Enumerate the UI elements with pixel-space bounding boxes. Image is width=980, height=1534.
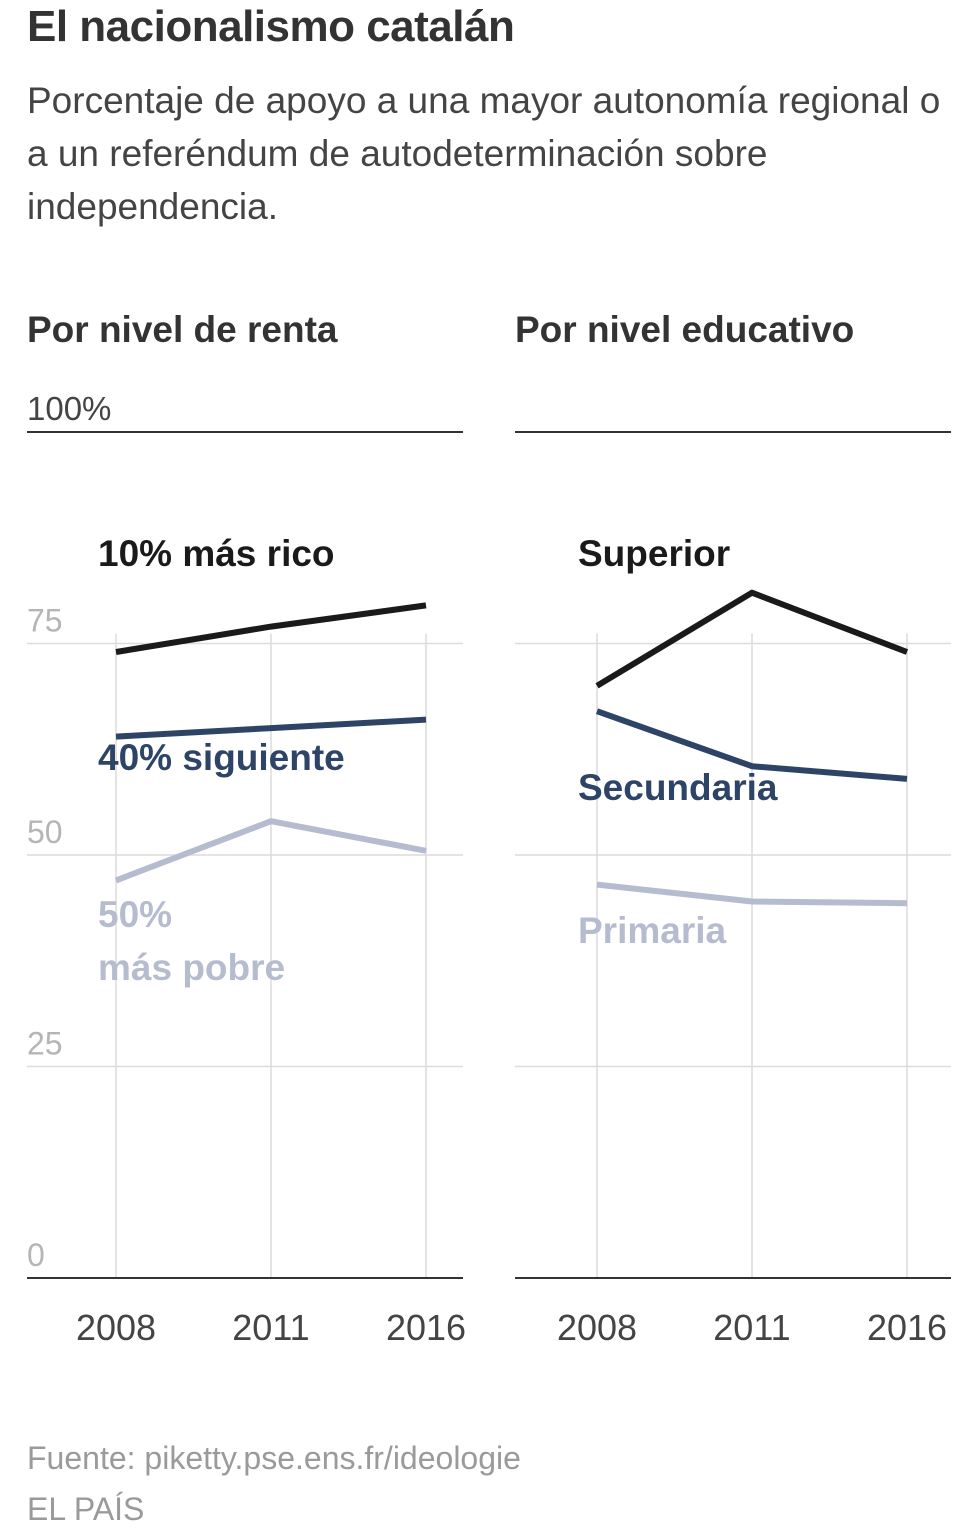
x-tick-label: 2011 [713, 1307, 790, 1348]
x-tick-label: 2016 [867, 1307, 947, 1348]
y-tick-label: 0 [27, 1237, 45, 1273]
chart-title: El nacionalismo catalán [27, 2, 515, 51]
series-label: 40% siguiente [98, 737, 345, 778]
panel-title-educacion: Por nivel educativo [515, 309, 855, 350]
chart-subtitle: Porcentaje de apoyo a una mayor autonomí… [27, 80, 941, 227]
series-label: Primaria [578, 910, 727, 951]
series-line [595, 708, 908, 782]
y-tick-label: 100% [27, 390, 111, 427]
panel-title-renta: Por nivel de renta [27, 309, 338, 350]
series-line [596, 881, 908, 907]
y-tick-label: 50 [27, 814, 63, 850]
series-label: Secundaria [578, 767, 778, 808]
series-label: 10% más rico [98, 533, 335, 574]
series-line [115, 602, 427, 655]
y-tick-label: 25 [27, 1026, 63, 1062]
y-tick-label: 75 [27, 603, 63, 639]
x-tick-label: 2008 [557, 1307, 637, 1348]
line-charts: 0 25 50 75 100% 2008 2011 2016 10% más rico 40% s… [27, 390, 951, 1348]
series-line [115, 716, 427, 740]
x-tick-label: 2008 [76, 1307, 156, 1348]
x-tick-label: 2011 [232, 1307, 309, 1348]
x-tick-label: 2016 [386, 1307, 466, 1348]
publisher-credit: EL PAÍS [27, 1491, 145, 1527]
series-line [595, 589, 909, 689]
series-line [114, 818, 427, 884]
source-note: Fuente: piketty.pse.ens.fr/ideologie [27, 1440, 521, 1476]
series-label: Superior [578, 533, 730, 574]
series-label: 50% más pobre [98, 894, 285, 988]
